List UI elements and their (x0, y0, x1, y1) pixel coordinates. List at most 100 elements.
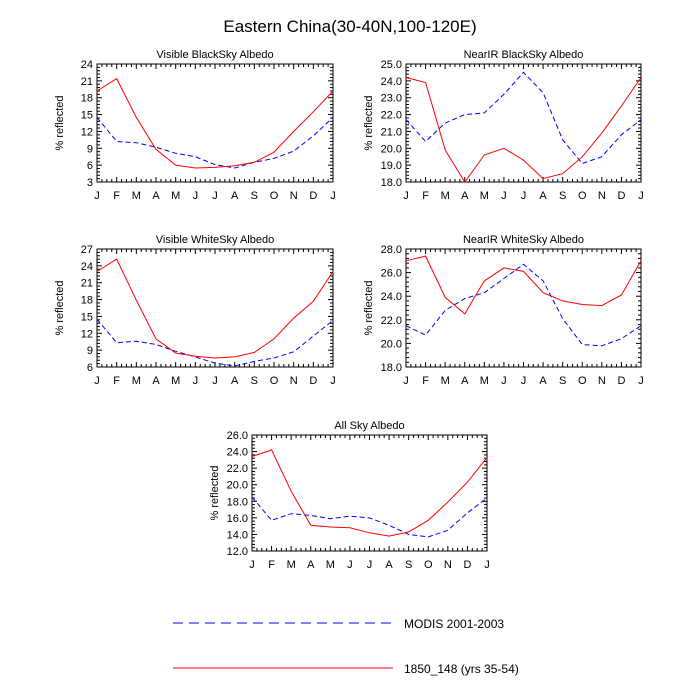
y-tick-label: 12 (81, 126, 93, 138)
x-tick-label: J (249, 559, 255, 571)
x-tick-label: J (193, 375, 199, 387)
y-axis-label: % reflected (363, 95, 375, 150)
x-tick-label: J (367, 559, 373, 571)
x-tick-label: J (212, 375, 218, 387)
x-tick-label: A (152, 190, 160, 202)
x-tick-label: D (463, 559, 471, 571)
y-tick-label: 26.0 (227, 430, 248, 442)
x-tick-label: M (132, 375, 141, 387)
series-line-modis-2001-2003 (96, 318, 334, 367)
x-tick-label: F (113, 375, 120, 387)
x-tick-label: J (193, 190, 199, 202)
plot-frame (251, 434, 488, 552)
x-tick-label: J (638, 190, 644, 202)
x-tick-label: D (309, 375, 317, 387)
x-tick-label: M (171, 190, 180, 202)
y-tick-label: 12.0 (227, 546, 248, 558)
x-tick-label: M (480, 190, 489, 202)
y-tick-label: 20.0 (381, 338, 402, 350)
legend-label-modis: MODIS 2001-2003 (404, 617, 504, 631)
y-tick-label: 21 (81, 278, 93, 290)
legend: MODIS 2001-2003 1850_148 (yrs 35-54) (173, 617, 519, 676)
x-tick-label: F (268, 559, 275, 571)
y-tick-label: 21.0 (381, 126, 402, 138)
panel-title: NearIR BlackSky Albedo (464, 49, 584, 61)
y-tick-label: 28.0 (381, 244, 402, 256)
x-tick-label: J (403, 375, 409, 387)
x-tick-label: M (480, 375, 489, 387)
y-tick-label: 9 (87, 143, 93, 155)
y-tick-label: 25.0 (381, 59, 402, 71)
y-tick-label: 24 (81, 261, 93, 273)
x-tick-label: D (617, 190, 625, 202)
y-tick-label: 22.0 (381, 315, 402, 327)
x-tick-label: S (251, 375, 258, 387)
x-tick-label: F (422, 375, 429, 387)
y-axis-label: % reflected (363, 280, 375, 335)
x-tick-label: J (347, 559, 353, 571)
x-tick-label: J (638, 375, 644, 387)
x-tick-label: A (307, 559, 315, 571)
y-tick-label: 22.0 (381, 110, 402, 122)
series-line-modis-2001-2003 (251, 496, 488, 538)
panel-title: All Sky Albedo (334, 420, 404, 432)
x-tick-label: N (598, 190, 606, 202)
x-tick-label: A (152, 375, 160, 387)
x-tick-label: N (290, 375, 298, 387)
series-line-modis-2001-2003 (405, 71, 642, 165)
x-tick-label: M (441, 190, 450, 202)
plot-frame (405, 248, 642, 368)
x-tick-label: O (578, 190, 587, 202)
y-tick-label: 24.0 (227, 447, 248, 459)
x-tick-label: A (461, 190, 469, 202)
y-tick-label: 22.0 (227, 463, 248, 475)
panel-nearir-blacksky-albedo: NearIR BlackSky Albedo 18.0 19.0 20.0 21.0 22… (363, 49, 644, 202)
x-tick-label: A (231, 190, 239, 202)
y-tick-label: 12 (81, 328, 93, 340)
x-tick-label: D (309, 190, 317, 202)
y-tick-label: 24.0 (381, 291, 402, 303)
series-line-1850-148-yrs-35-54 (405, 77, 642, 183)
x-tick-label: D (617, 375, 625, 387)
x-tick-label: N (290, 190, 298, 202)
y-tick-label: 9 (87, 345, 93, 357)
y-tick-label: 6 (87, 160, 93, 172)
y-tick-label: 18.0 (227, 496, 248, 508)
x-tick-label: A (539, 190, 547, 202)
y-tick-label: 18.0 (381, 362, 402, 374)
y-tick-label: 15 (81, 311, 93, 323)
x-tick-label: J (212, 190, 218, 202)
x-tick-label: J (330, 190, 336, 202)
series-line-modis-2001-2003 (96, 117, 334, 169)
y-tick-label: 18 (81, 295, 93, 307)
x-tick-label: J (94, 190, 100, 202)
figure-title: Eastern China(30-40N,100-120E) (223, 17, 476, 36)
panel-all-sky-albedo: All Sky Albedo 12.0 14.0 16.0 18.0 20.0 22.0 24… (209, 420, 490, 571)
x-tick-label: M (287, 559, 296, 571)
y-tick-label: 18 (81, 93, 93, 105)
y-tick-label: 23.0 (381, 93, 402, 105)
x-tick-label: A (231, 375, 239, 387)
y-tick-label: 3 (87, 177, 93, 189)
x-tick-label: M (441, 375, 450, 387)
panel-title: Visible WhiteSky Albedo (156, 234, 274, 246)
x-tick-label: M (326, 559, 335, 571)
y-axis-label: % reflected (54, 95, 66, 150)
y-tick-label: 14.0 (227, 529, 248, 541)
x-tick-label: A (461, 375, 469, 387)
x-tick-label: J (501, 190, 507, 202)
y-tick-label: 16.0 (227, 513, 248, 525)
x-tick-label: J (330, 375, 336, 387)
x-tick-label: S (405, 559, 412, 571)
x-tick-label: O (578, 375, 587, 387)
y-tick-label: 26.0 (381, 268, 402, 280)
y-tick-label: 24.0 (381, 76, 402, 88)
y-axis-label: % reflected (209, 465, 221, 520)
y-tick-label: 19.0 (381, 160, 402, 172)
legend-label-model: 1850_148 (yrs 35-54) (404, 662, 519, 676)
y-axis-label: % reflected (54, 280, 66, 335)
x-tick-label: O (270, 190, 279, 202)
